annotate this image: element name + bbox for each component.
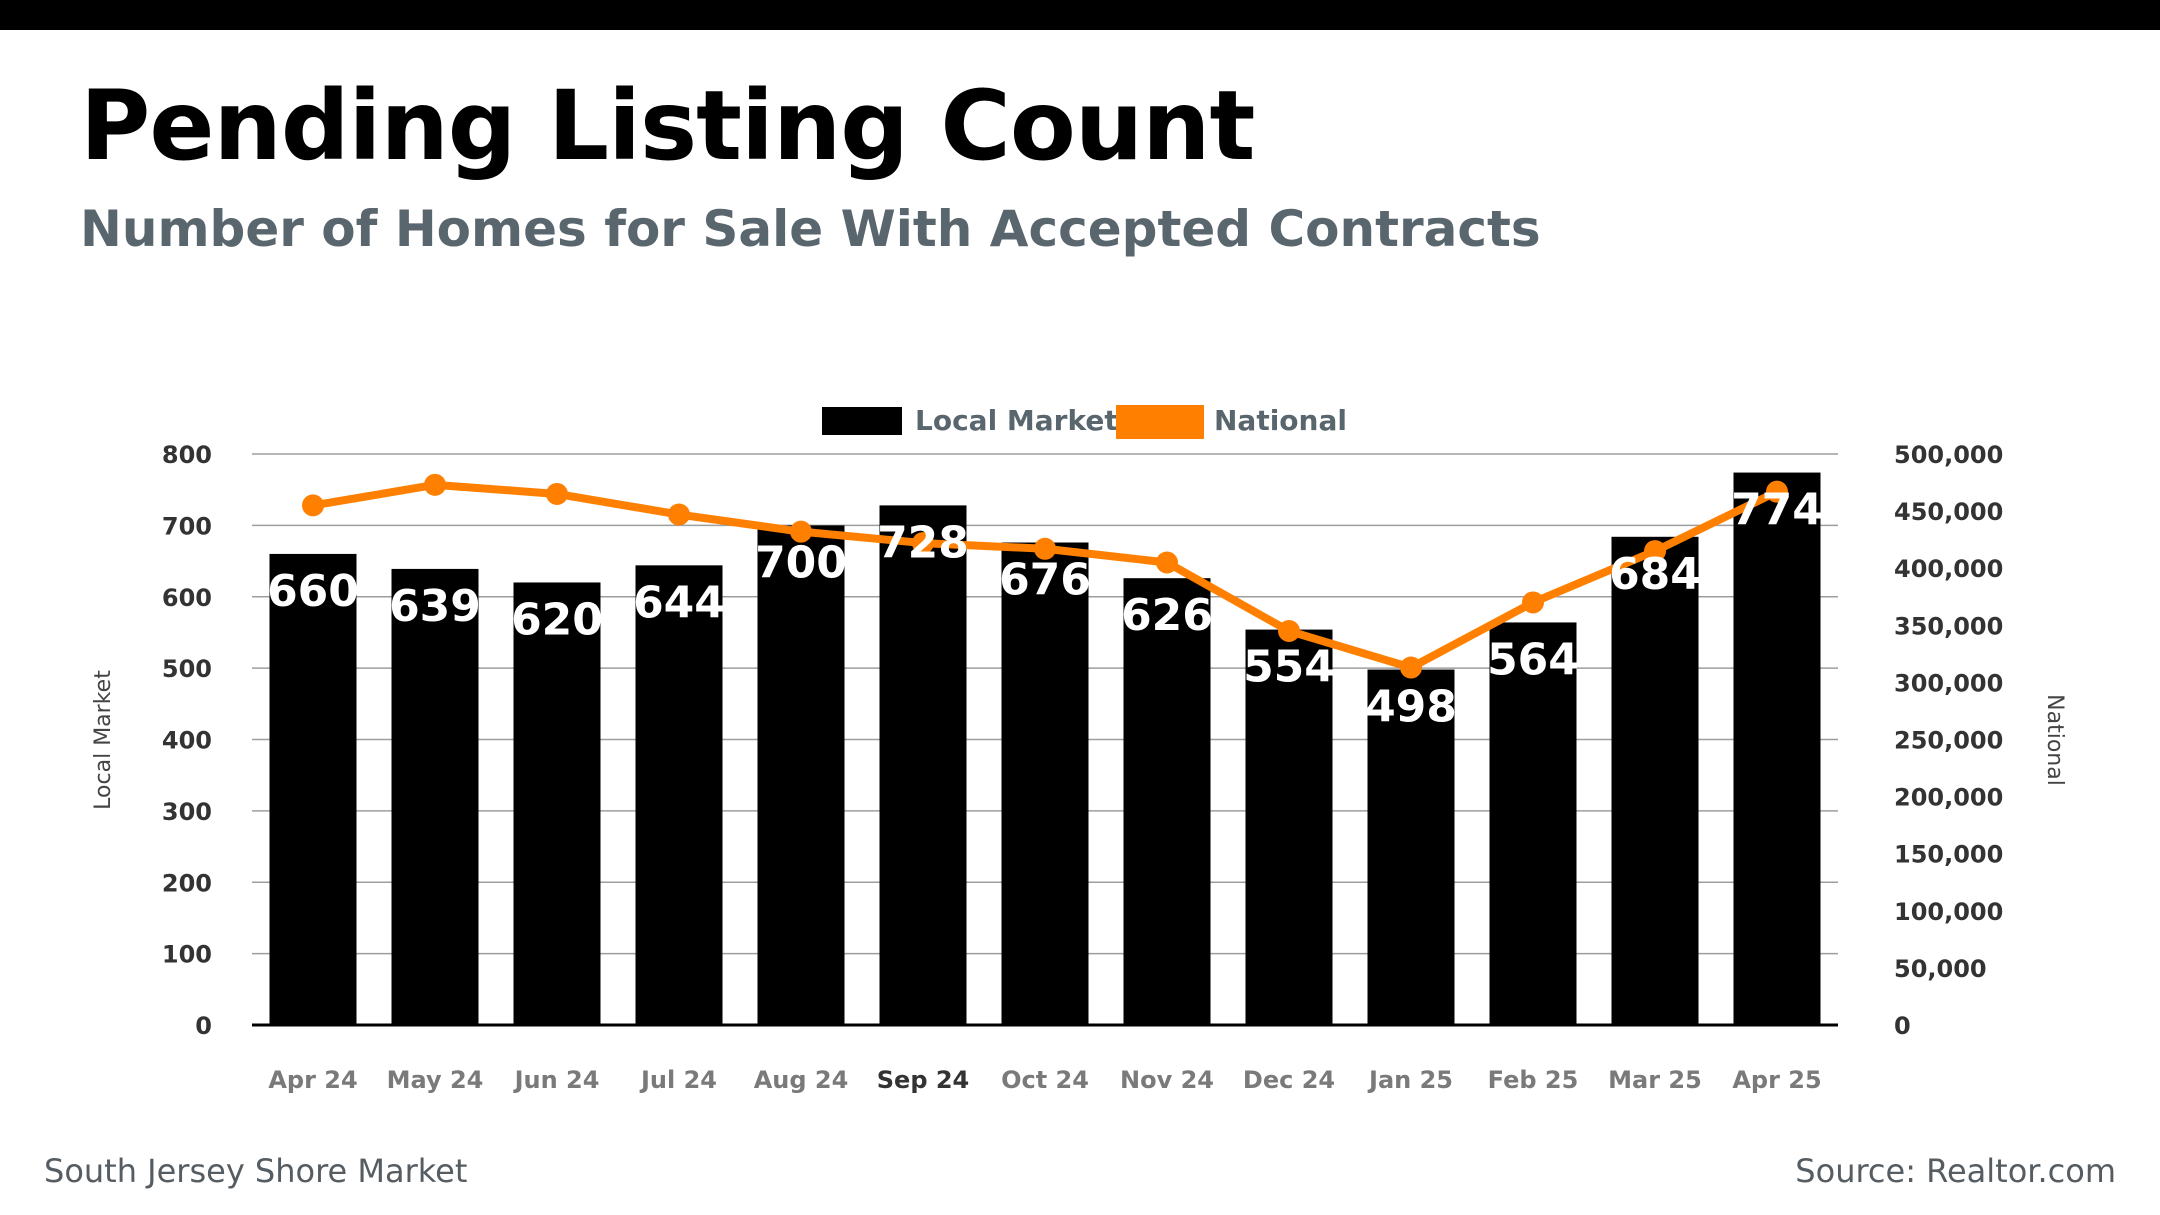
x-tick-label: Sep 24 xyxy=(877,1066,970,1094)
national-point xyxy=(1644,540,1666,563)
national-point xyxy=(1400,656,1422,679)
y2-tick-label: 450,000 xyxy=(1894,498,2003,526)
bar-value-label: 774 xyxy=(1731,485,1823,536)
national-point xyxy=(790,520,812,543)
y-tick-label: 200 xyxy=(162,869,212,897)
bar xyxy=(1245,629,1333,1025)
x-tick-label: Dec 24 xyxy=(1243,1066,1335,1094)
y2-tick-label: 200,000 xyxy=(1894,784,2003,812)
bar-value-label: 564 xyxy=(1487,634,1579,685)
bar xyxy=(513,582,601,1025)
national-point xyxy=(1278,620,1300,643)
y-axis-title: Local Market xyxy=(91,670,116,810)
region-label: South Jersey Shore Market xyxy=(44,1152,468,1190)
x-tick-label: Mar 25 xyxy=(1608,1066,1702,1094)
bar xyxy=(1611,536,1699,1025)
x-tick-label: Aug 24 xyxy=(754,1066,849,1094)
bar-label-layer: 660 639 620 644 700 728 676 626 554 498 564 684 774 xyxy=(267,485,1823,733)
y2-tick-label: 250,000 xyxy=(1894,727,2003,755)
bar-value-label: 676 xyxy=(999,555,1091,606)
y-tick-label: 800 xyxy=(162,441,212,469)
bar xyxy=(1733,472,1821,1025)
y-tick-label: 600 xyxy=(162,584,212,612)
legend-swatch-local xyxy=(822,407,902,435)
source-label: Source: Realtor.com xyxy=(1795,1152,2116,1190)
legend-label-national: National xyxy=(1214,404,1347,437)
y2-tick-label: 150,000 xyxy=(1894,841,2003,869)
bar xyxy=(635,565,723,1025)
y2-tick-label: 350,000 xyxy=(1894,612,2003,640)
legend-swatch-national xyxy=(1116,405,1204,439)
bar-layer xyxy=(269,472,1821,1025)
y-tick-label: 300 xyxy=(162,798,212,826)
x-tick-label: Jul 24 xyxy=(639,1066,717,1094)
y2-tick-label: 0 xyxy=(1894,1012,1911,1040)
national-point xyxy=(1522,591,1544,614)
x-tick-label: May 24 xyxy=(387,1066,484,1094)
bar-value-label: 660 xyxy=(267,566,359,617)
national-point xyxy=(546,482,568,505)
chart-subtitle: Number of Homes for Sale With Accepted C… xyxy=(80,200,1541,258)
x-tick-label: Nov 24 xyxy=(1120,1066,1214,1094)
y2-tick-label: 300,000 xyxy=(1894,669,2003,697)
bar xyxy=(879,505,967,1025)
national-point xyxy=(1034,537,1056,560)
national-point xyxy=(424,473,446,496)
legend-label-local: Local Market xyxy=(915,404,1118,437)
bar-value-label: 620 xyxy=(511,594,603,645)
axis-layer: 0 100 200 300 400 500 600 700 800 0 50,000 100,000 1… xyxy=(91,441,2067,1094)
bar-value-label: 700 xyxy=(755,537,847,588)
bar xyxy=(391,568,479,1025)
bar-value-label: 626 xyxy=(1121,590,1213,641)
bar-value-label: 728 xyxy=(877,517,969,568)
national-line-layer xyxy=(302,473,1788,679)
national-point xyxy=(1766,480,1788,503)
bar-value-label: 498 xyxy=(1365,682,1457,733)
national-point xyxy=(668,503,690,526)
bar xyxy=(1489,622,1577,1025)
chart-title: Pending Listing Count xyxy=(80,70,1255,182)
top-bar xyxy=(0,0,2160,30)
x-tick-label: Jun 24 xyxy=(513,1066,600,1094)
y2-tick-label: 400,000 xyxy=(1894,555,2003,583)
y-tick-label: 700 xyxy=(162,512,212,540)
bar-value-label: 684 xyxy=(1609,549,1701,600)
y-tick-label: 400 xyxy=(162,727,212,755)
y-tick-label: 500 xyxy=(162,655,212,683)
national-point xyxy=(912,532,934,555)
y-tick-label: 0 xyxy=(195,1012,212,1040)
bar xyxy=(1123,578,1211,1025)
x-tick-label: Apr 25 xyxy=(1732,1066,1821,1094)
bar-value-label: 644 xyxy=(633,577,725,628)
y2-tick-label: 500,000 xyxy=(1894,441,2003,469)
bar xyxy=(1001,542,1089,1025)
national-point xyxy=(302,494,324,517)
y2-tick-label: 100,000 xyxy=(1894,898,2003,926)
x-tick-label: Jan 25 xyxy=(1367,1066,1453,1094)
national-point xyxy=(1156,551,1178,574)
y-tick-label: 100 xyxy=(162,941,212,969)
x-tick-label: Feb 25 xyxy=(1488,1066,1579,1094)
bar-value-label: 554 xyxy=(1243,642,1335,693)
legend: Local Market National xyxy=(822,404,1347,439)
y2-axis-title: National xyxy=(2042,694,2067,786)
bar xyxy=(269,553,357,1025)
x-tick-label: Oct 24 xyxy=(1001,1066,1089,1094)
bar xyxy=(757,525,845,1025)
bar-value-label: 639 xyxy=(389,581,481,632)
bar xyxy=(1367,669,1455,1025)
y2-tick-label: 50,000 xyxy=(1894,955,1987,983)
x-tick-label: Apr 24 xyxy=(268,1066,357,1094)
